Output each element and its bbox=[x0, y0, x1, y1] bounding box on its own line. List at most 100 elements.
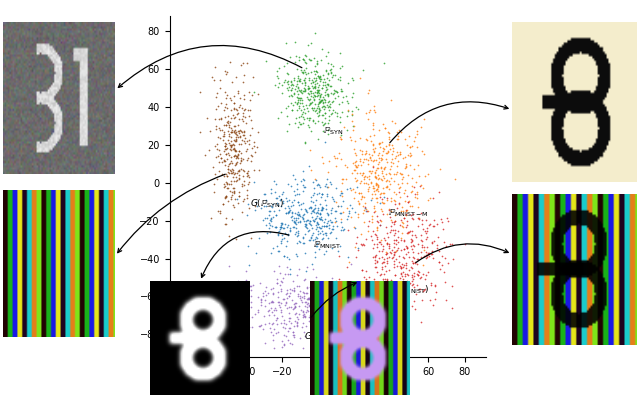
Point bbox=[221, 122, 231, 128]
Point bbox=[330, 208, 340, 215]
Point bbox=[343, 227, 353, 233]
Point bbox=[403, 249, 413, 255]
Point bbox=[390, 248, 400, 255]
Point bbox=[404, 254, 415, 260]
Point bbox=[312, 89, 322, 96]
Point bbox=[324, 98, 334, 104]
Point bbox=[400, 271, 410, 278]
Point bbox=[256, 296, 266, 303]
Point bbox=[226, 97, 236, 103]
Text: $G(\mathbb{P}_{\mathrm{MNIST-M}})$: $G(\mathbb{P}_{\mathrm{MNIST-M}})$ bbox=[305, 330, 359, 343]
Point bbox=[320, 97, 330, 103]
Point bbox=[234, 130, 244, 136]
Point bbox=[286, 87, 296, 93]
Point bbox=[345, 185, 355, 191]
Point bbox=[316, 57, 326, 63]
Point bbox=[280, 271, 290, 277]
Point bbox=[369, 231, 380, 238]
Point bbox=[368, 126, 378, 132]
Point bbox=[301, 298, 311, 305]
Point bbox=[337, 314, 347, 320]
Point bbox=[305, 95, 315, 102]
Point bbox=[294, 211, 304, 217]
Point bbox=[413, 250, 423, 256]
Point bbox=[247, 152, 257, 159]
Point bbox=[381, 183, 392, 190]
Point bbox=[317, 228, 327, 234]
Point bbox=[228, 141, 238, 147]
Point bbox=[412, 128, 422, 134]
Point bbox=[353, 245, 363, 251]
Point bbox=[370, 173, 380, 180]
Point bbox=[374, 221, 385, 228]
Point bbox=[373, 188, 383, 194]
Point bbox=[312, 93, 322, 100]
Point bbox=[260, 215, 271, 221]
Point bbox=[369, 157, 379, 163]
Point bbox=[322, 74, 332, 81]
Point bbox=[216, 154, 226, 161]
Point bbox=[308, 179, 318, 185]
Point bbox=[299, 290, 309, 296]
Point bbox=[358, 320, 368, 327]
Point bbox=[343, 254, 353, 260]
Point bbox=[384, 286, 394, 293]
Point bbox=[403, 272, 413, 278]
Point bbox=[356, 162, 367, 168]
Point bbox=[328, 107, 338, 113]
Point bbox=[259, 313, 269, 320]
Point bbox=[339, 309, 349, 315]
Point bbox=[344, 292, 355, 299]
Point bbox=[308, 96, 319, 102]
Point bbox=[347, 94, 357, 100]
Point bbox=[363, 90, 373, 96]
Point bbox=[342, 213, 353, 219]
Point bbox=[214, 323, 224, 330]
Point bbox=[314, 106, 324, 113]
Point bbox=[317, 122, 328, 128]
Point bbox=[210, 64, 220, 71]
Point bbox=[307, 99, 317, 105]
Point bbox=[315, 77, 325, 84]
Point bbox=[389, 271, 399, 278]
Point bbox=[330, 95, 340, 101]
Point bbox=[325, 67, 335, 73]
Point bbox=[281, 290, 291, 297]
Point bbox=[394, 311, 404, 318]
Point bbox=[293, 290, 303, 297]
Point bbox=[399, 154, 410, 160]
Point bbox=[402, 271, 412, 278]
Point bbox=[305, 99, 315, 106]
Point bbox=[246, 282, 257, 289]
Point bbox=[407, 203, 417, 209]
Point bbox=[314, 221, 324, 227]
Point bbox=[289, 188, 300, 195]
Point bbox=[325, 217, 335, 223]
Point bbox=[351, 178, 361, 184]
Point bbox=[336, 132, 346, 138]
Point bbox=[292, 97, 303, 103]
Point bbox=[289, 75, 300, 81]
Point bbox=[331, 199, 341, 205]
Point bbox=[396, 129, 406, 135]
Point bbox=[231, 131, 241, 138]
Point bbox=[306, 100, 316, 106]
Point bbox=[255, 280, 266, 286]
Point bbox=[370, 168, 380, 175]
Point bbox=[353, 162, 363, 168]
Point bbox=[317, 191, 327, 197]
Point bbox=[259, 217, 269, 223]
Point bbox=[216, 100, 227, 106]
Point bbox=[436, 219, 447, 226]
Point bbox=[312, 105, 322, 111]
Point bbox=[264, 307, 275, 313]
Point bbox=[299, 292, 309, 299]
Point bbox=[294, 103, 304, 109]
Point bbox=[384, 130, 394, 136]
Point bbox=[227, 215, 237, 222]
Point bbox=[385, 166, 395, 172]
Point bbox=[419, 271, 429, 277]
Point bbox=[226, 138, 236, 144]
Point bbox=[302, 290, 312, 296]
Point bbox=[395, 281, 405, 287]
